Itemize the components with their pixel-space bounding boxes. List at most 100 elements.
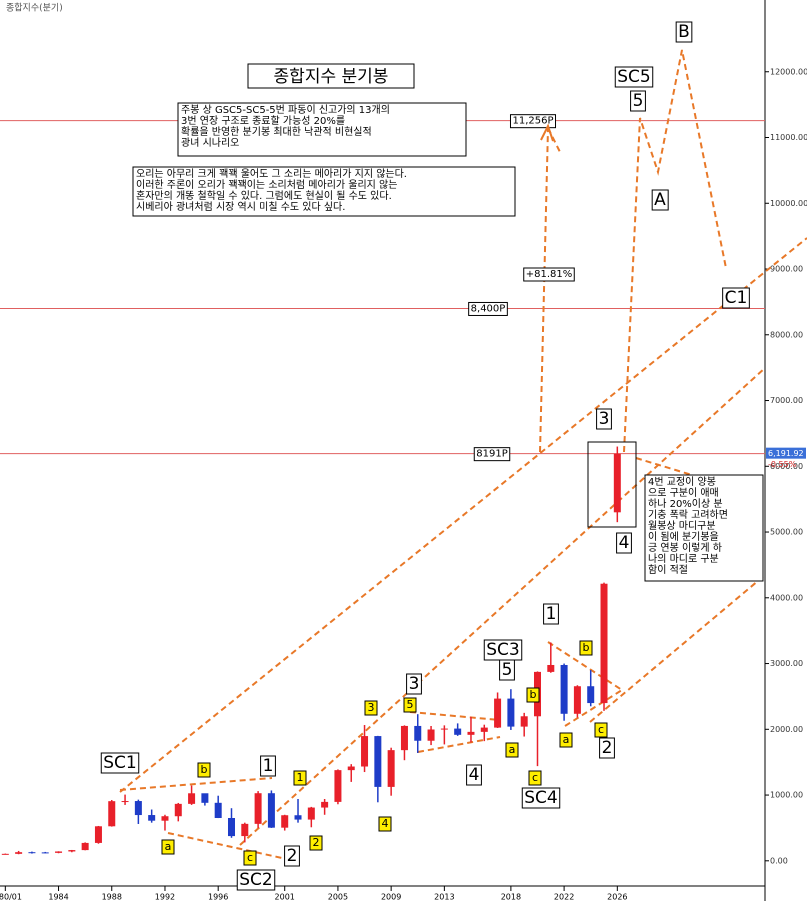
sub-wave-box [594, 722, 608, 738]
gain-label: +81.81% [526, 269, 573, 280]
note-line: 이 됨에 분기봉을 [648, 531, 719, 543]
sub-wave-box [403, 697, 417, 713]
sub-wave-box [528, 770, 542, 786]
sub-wave-box [161, 839, 175, 855]
sub-wave-box [197, 762, 211, 778]
wave-label-box [596, 408, 612, 430]
sub-wave-box [243, 850, 257, 866]
sub-wave-label: a [563, 733, 570, 746]
candle-body [94, 826, 102, 843]
candle-body [28, 852, 36, 854]
note-line: 기충 폭락 고려하면 [648, 508, 728, 521]
candle-body [613, 453, 621, 513]
sub-wave-box [559, 732, 573, 748]
candle-body [294, 815, 302, 820]
sub-wave-label: a [165, 840, 172, 853]
note-line: 함이 적절 [648, 563, 688, 576]
x-tick-label: 1980/01 [0, 893, 22, 901]
wave-label-box [614, 66, 654, 88]
note-line: 주봉 상 GSC5-SC5-5번 파동이 신고가의 13개의 [181, 104, 390, 116]
note-line: 하나 20%이상 분 [648, 497, 723, 510]
x-tick-label: 2001 [275, 893, 295, 901]
last-price-box [766, 447, 806, 459]
gain-box [523, 267, 575, 282]
candle-body [227, 818, 235, 837]
candle-body [321, 801, 329, 808]
candle-body [267, 793, 275, 828]
x-tick-label: 2009 [381, 893, 401, 901]
candle-body [201, 793, 209, 803]
x-tick-label: 1992 [155, 893, 175, 901]
wave-label-box [675, 21, 693, 43]
note-line: 나의 마디로 구분 [648, 553, 719, 565]
candle-body [347, 766, 355, 771]
sub-wave-box [526, 687, 540, 703]
y-tick-label: 7000.00 [770, 396, 803, 405]
candle-body [520, 716, 528, 727]
level-label-box [509, 114, 557, 129]
sub-wave-label: c [532, 771, 538, 784]
note-line: 확률을 반영한 분기봉 최대한 낙관적 비현실적 [181, 126, 372, 138]
candle-body [134, 801, 142, 816]
sub-wave-label: b [583, 641, 590, 654]
sub-wave-box [378, 816, 392, 832]
candle-body [254, 793, 262, 824]
x-tick-label: 2018 [501, 893, 521, 901]
title-box [247, 63, 415, 89]
sub-wave-label: b [530, 688, 537, 701]
wave-guide [589, 574, 766, 723]
wave-label: 5 [633, 91, 644, 111]
wave-guide [547, 641, 623, 691]
wave-label-box [100, 752, 140, 774]
sub-wave-box [505, 742, 519, 758]
level-label: 8191P [476, 449, 507, 460]
wave-guide [417, 736, 501, 753]
candle-body [55, 851, 63, 853]
candle-body [121, 801, 129, 803]
candle-body [1, 853, 9, 855]
y-tick-label: 6000.00 [770, 462, 803, 471]
x-tick-label: 1988 [102, 893, 122, 901]
candle-body [507, 698, 515, 727]
wave-guide [623, 49, 727, 453]
wave-label-box [260, 755, 276, 777]
candle-body [214, 802, 222, 819]
candle-body [161, 816, 169, 821]
x-tick-label: 1996 [208, 893, 228, 901]
wave-label-box [616, 532, 632, 554]
y-tick-label: 10000.00 [770, 199, 807, 208]
note-box [644, 474, 764, 582]
wave-label: 2 [602, 738, 613, 758]
y-tick-label: 1000.00 [770, 791, 803, 800]
wave-guide [239, 367, 766, 846]
note-line: 시베리아 광녀처럼 시장 역시 미칠 수도 있다 싶다. [136, 200, 345, 213]
candle-body [188, 793, 196, 804]
candle-body [148, 815, 156, 821]
y-tick-label: 12000.00 [770, 67, 807, 76]
wave-label: C1 [725, 288, 748, 308]
candle-body [361, 736, 369, 767]
sub-wave-label: 2 [313, 836, 320, 849]
note-line: 월봉상 마디구분 [648, 520, 716, 532]
sub-wave-label: 3 [368, 701, 375, 714]
candle-body [547, 664, 555, 672]
wave-label-box [651, 189, 669, 211]
wave-label-box [599, 737, 615, 759]
note-line: 이러한 주론이 오리가 꽥꽥이는 소리처럼 메아리가 울리지 않는 [136, 178, 397, 191]
last-price-change: -0.55% [768, 460, 797, 469]
candle-body [414, 725, 422, 741]
wave-label-box [466, 764, 482, 786]
sub-wave-label: 4 [382, 817, 389, 830]
wave-label: SC5 [617, 67, 650, 87]
wave-label-box [630, 90, 646, 112]
last-price-label: 6,191.92 [768, 449, 804, 458]
candle-body [281, 815, 289, 828]
candle-body [454, 728, 462, 735]
highlight-box [587, 441, 637, 528]
note-line: 3번 연장 구조로 종료할 가능성 20%를 [181, 115, 345, 127]
candle-body [387, 750, 395, 787]
note-line: 4번 교정이 양봉 [648, 476, 716, 488]
candle-body [241, 823, 249, 837]
y-tick-label: 2000.00 [770, 725, 803, 734]
chart-header: 종합지수(분기) [6, 3, 63, 14]
